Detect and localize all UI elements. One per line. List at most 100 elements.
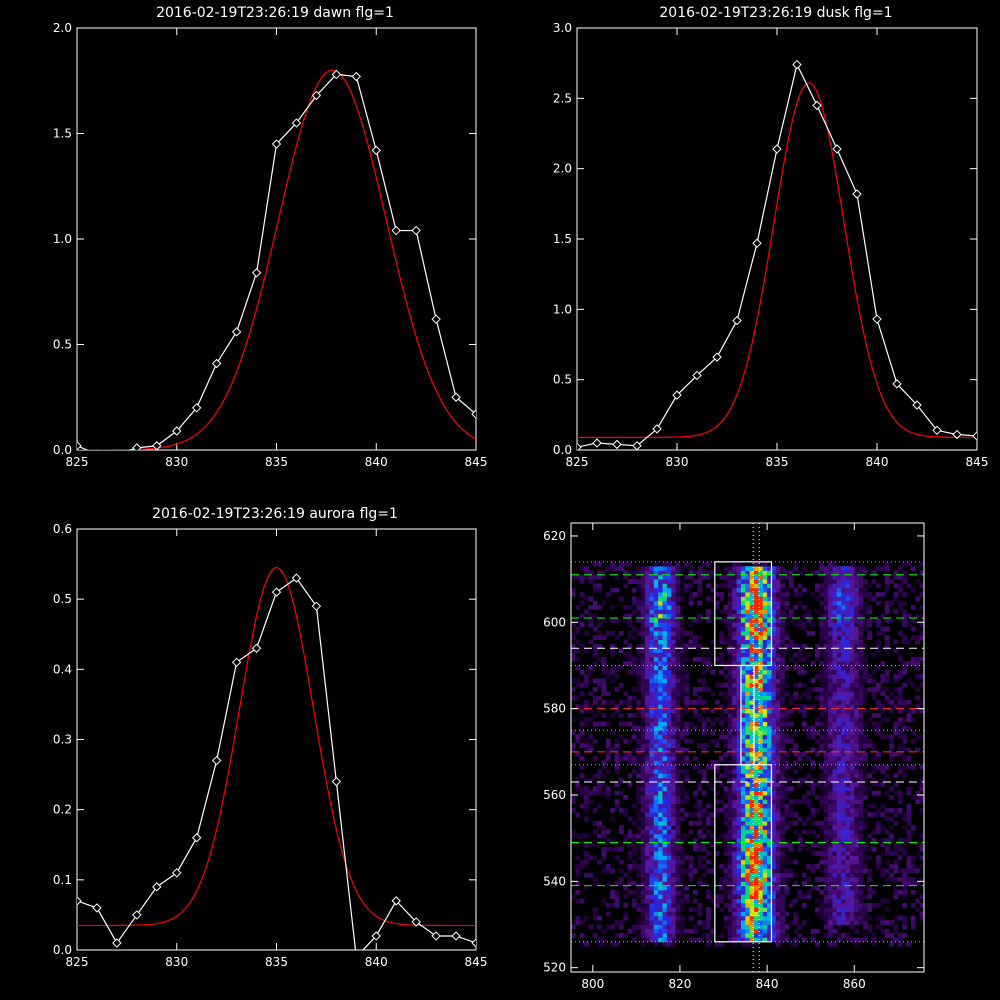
heatmap-cell (701, 777, 707, 783)
heatmap-cell (897, 566, 903, 571)
heatmap-cell (858, 635, 864, 640)
heatmap-cell (636, 764, 642, 770)
heatmap-cell (653, 915, 659, 921)
heatmap-cell (823, 820, 829, 826)
heatmap-cell (762, 816, 768, 822)
heatmap-cell (754, 566, 759, 571)
heatmap-cell (627, 881, 633, 887)
heatmap-cell (614, 902, 620, 908)
heatmap-cell (627, 868, 633, 874)
heatmap-cell (649, 920, 655, 925)
heatmap-cell (884, 635, 890, 640)
heatmap-cell (701, 570, 707, 576)
heatmap-cell (636, 674, 642, 679)
heatmap-cell (775, 579, 781, 584)
heatmap-cell (632, 600, 637, 606)
heatmap-cell (740, 583, 746, 589)
heatmap-cell (610, 700, 615, 705)
heatmap-cell (884, 678, 890, 684)
heatmap-cell (636, 825, 642, 830)
heatmap-cell (693, 708, 698, 714)
heatmap-cell (653, 786, 659, 792)
heatmap-cell (762, 738, 768, 744)
heatmap-cell (884, 933, 890, 938)
heatmap-cell (723, 846, 729, 852)
heatmap-cell (749, 570, 755, 576)
heatmap-cell (623, 894, 629, 900)
heatmap-cell (876, 725, 881, 731)
dusk-xtick-label: 845 (966, 455, 989, 469)
heatmap-cell (862, 885, 868, 891)
heatmap-cell (819, 691, 825, 697)
heatmap-cell (832, 687, 838, 692)
heatmap-cell (793, 937, 799, 943)
heatmap-cell (919, 877, 925, 882)
heatmap-cell (679, 678, 685, 684)
heatmap-cell (845, 868, 851, 874)
heatmap-cell (601, 600, 607, 606)
heatmap-cell (762, 773, 768, 779)
heatmap-cell (819, 566, 825, 571)
heatmap-cell (645, 859, 650, 865)
heatmap-cell (841, 613, 846, 619)
heatmap-cell (693, 898, 698, 904)
heatmap-cell (653, 816, 659, 822)
heatmap-cell (828, 617, 833, 623)
heatmap-xtick-label: 840 (756, 977, 779, 991)
heatmap-cell (871, 743, 877, 748)
heatmap-cell (732, 687, 738, 692)
heatmap-cell (666, 665, 672, 671)
heatmap-cell (740, 579, 746, 584)
heatmap-cell (767, 786, 772, 792)
heatmap-cell (736, 825, 742, 830)
heatmap-cell (862, 691, 868, 697)
heatmap-cell (601, 687, 607, 692)
heatmap-cell (618, 566, 624, 571)
heatmap-cell (671, 738, 676, 744)
heatmap-cell (819, 626, 825, 632)
heatmap-cell (640, 712, 646, 718)
heatmap-cell (671, 717, 676, 722)
heatmap-cell (645, 600, 650, 606)
heatmap-cell (627, 605, 633, 610)
heatmap-cell (823, 907, 829, 912)
heatmap-cell (627, 656, 633, 662)
heatmap-cell (919, 561, 925, 567)
heatmap-cell (771, 928, 777, 934)
heatmap-cell (745, 656, 751, 662)
heatmap-cell (749, 756, 755, 761)
heatmap-cell (623, 738, 629, 744)
heatmap-cell (719, 704, 724, 710)
heatmap-cell (762, 937, 768, 943)
heatmap-cell (684, 773, 690, 779)
heatmap-cell (740, 864, 746, 869)
heatmap-cell (884, 851, 890, 856)
heatmap-cell (623, 605, 629, 610)
heatmap-cell (745, 885, 751, 891)
heatmap-cell (832, 816, 838, 822)
heatmap-cell (693, 639, 698, 645)
heatmap-cell (662, 769, 668, 774)
heatmap-cell (749, 889, 755, 895)
heatmap-cell (710, 639, 716, 645)
heatmap-cell (671, 712, 676, 718)
heatmap-cell (675, 635, 681, 640)
heatmap-cell (745, 751, 751, 757)
heatmap-cell (797, 669, 803, 675)
heatmap-cell (662, 864, 668, 869)
heatmap-cell (849, 790, 855, 796)
heatmap-cell (584, 570, 589, 576)
heatmap-cell (762, 868, 768, 874)
heatmap-cell (828, 864, 833, 869)
heatmap-cell (749, 807, 755, 813)
heatmap-cell (653, 695, 659, 701)
heatmap-cell (889, 617, 894, 623)
heatmap-cell (623, 617, 629, 623)
heatmap-cell (618, 807, 624, 813)
heatmap-cell (749, 760, 755, 766)
heatmap-cell (736, 743, 742, 748)
heatmap-cell (632, 574, 637, 580)
heatmap-cell (836, 846, 842, 852)
heatmap-cell (841, 639, 846, 645)
heatmap-cell (858, 794, 864, 800)
